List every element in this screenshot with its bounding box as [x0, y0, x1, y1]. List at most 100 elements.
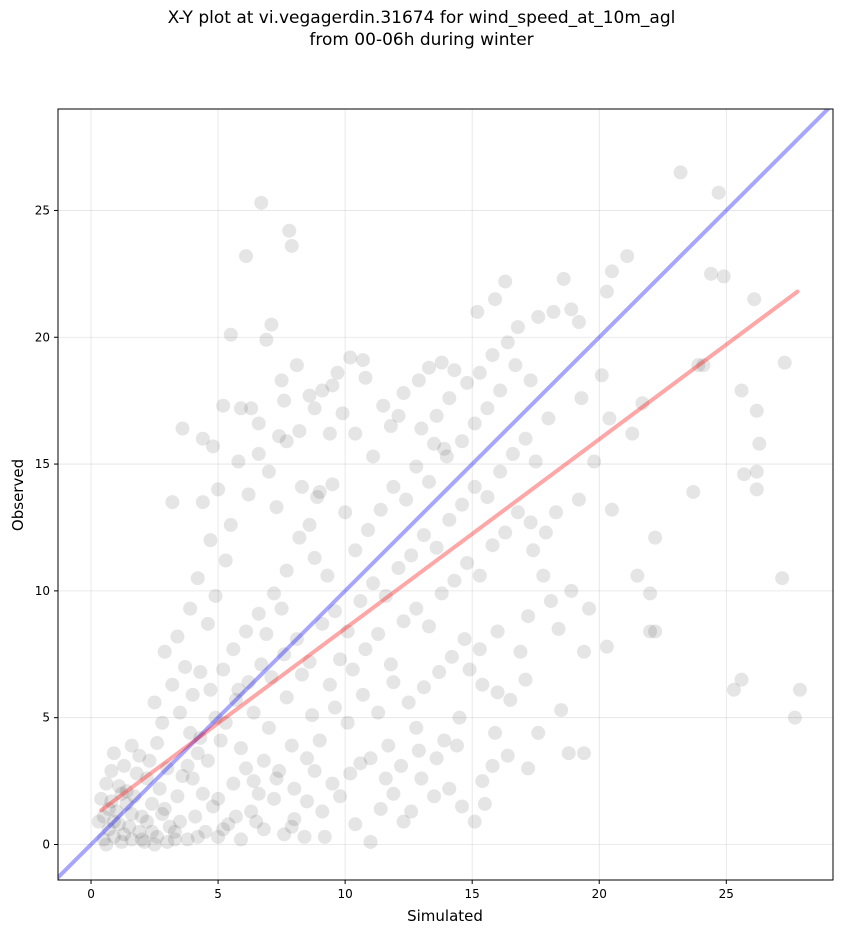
- data-point: [272, 429, 287, 444]
- x-tick-label: 25: [719, 887, 734, 901]
- data-point: [228, 809, 243, 824]
- data-point: [165, 677, 180, 692]
- data-point: [223, 327, 238, 342]
- data-point: [421, 474, 436, 489]
- data-point: [137, 834, 152, 849]
- data-point: [264, 670, 279, 685]
- data-point: [317, 829, 332, 844]
- data-point: [305, 708, 320, 723]
- data-point: [416, 680, 431, 695]
- data-point: [183, 725, 198, 740]
- data-point: [325, 378, 340, 393]
- data-point: [327, 700, 342, 715]
- data-point: [716, 269, 731, 284]
- data-point: [508, 358, 523, 373]
- data-point: [300, 794, 315, 809]
- data-point: [289, 358, 304, 373]
- data-point: [571, 315, 586, 330]
- data-point: [348, 817, 363, 832]
- data-point: [775, 571, 790, 586]
- data-point: [279, 563, 294, 578]
- data-point: [157, 644, 172, 659]
- data-point: [373, 801, 388, 816]
- data-point: [449, 738, 464, 753]
- data-point: [444, 649, 459, 664]
- data-point: [117, 758, 132, 773]
- data-point: [175, 769, 190, 784]
- data-point: [264, 317, 279, 332]
- data-point: [480, 401, 495, 416]
- data-point: [343, 766, 358, 781]
- data-point: [167, 824, 182, 839]
- data-point: [564, 583, 579, 598]
- data-point: [421, 619, 436, 634]
- data-point: [289, 632, 304, 647]
- data-point: [787, 710, 802, 725]
- x-tick-label: 10: [337, 887, 352, 901]
- data-point: [366, 576, 381, 591]
- data-point: [183, 601, 198, 616]
- data-point: [396, 614, 411, 629]
- data-point: [500, 748, 515, 763]
- data-point: [211, 829, 226, 844]
- data-point: [536, 568, 551, 583]
- data-point: [129, 766, 144, 781]
- data-point: [180, 832, 195, 847]
- data-point: [696, 358, 711, 373]
- data-point: [523, 515, 538, 530]
- data-point: [302, 517, 317, 532]
- data-point: [556, 271, 571, 286]
- data-point: [150, 736, 165, 751]
- data-point: [292, 530, 307, 545]
- data-point: [726, 682, 741, 697]
- data-point: [333, 789, 348, 804]
- data-point: [752, 436, 767, 451]
- data-point: [427, 436, 442, 451]
- data-point: [206, 439, 220, 454]
- data-point: [457, 632, 472, 647]
- data-point: [434, 586, 449, 601]
- data-point: [315, 616, 330, 631]
- data-point: [226, 776, 241, 791]
- data-point: [543, 594, 558, 609]
- data-point: [386, 675, 401, 690]
- data-point: [358, 642, 373, 657]
- data-point: [366, 449, 381, 464]
- data-point: [109, 804, 124, 819]
- data-point: [467, 814, 482, 829]
- data-point: [119, 784, 134, 799]
- data-point: [96, 809, 111, 824]
- data-point: [455, 497, 470, 512]
- data-point: [442, 391, 457, 406]
- data-point: [411, 373, 426, 388]
- data-point: [404, 804, 419, 819]
- data-point: [208, 710, 223, 725]
- x-tick-label: 5: [214, 887, 222, 901]
- data-point: [282, 223, 297, 238]
- data-point: [300, 751, 315, 766]
- data-point: [518, 672, 533, 687]
- data-points: [91, 165, 807, 852]
- data-point: [427, 789, 442, 804]
- data-point: [157, 801, 172, 816]
- data-point: [231, 682, 246, 697]
- y-tick-label: 10: [35, 584, 50, 598]
- data-point: [447, 363, 462, 378]
- data-point: [261, 464, 276, 479]
- data-point: [206, 799, 220, 814]
- plot-area: [58, 109, 833, 880]
- data-point: [498, 274, 513, 289]
- data-point: [294, 479, 309, 494]
- data-point: [635, 396, 650, 411]
- data-point: [376, 398, 391, 413]
- data-point: [409, 720, 424, 735]
- data-point: [643, 586, 658, 601]
- data-point: [602, 411, 617, 426]
- data-point: [119, 796, 134, 811]
- data-point: [432, 665, 447, 680]
- data-point: [287, 781, 302, 796]
- data-point: [211, 791, 226, 806]
- data-point: [599, 284, 614, 299]
- data-point: [648, 624, 663, 639]
